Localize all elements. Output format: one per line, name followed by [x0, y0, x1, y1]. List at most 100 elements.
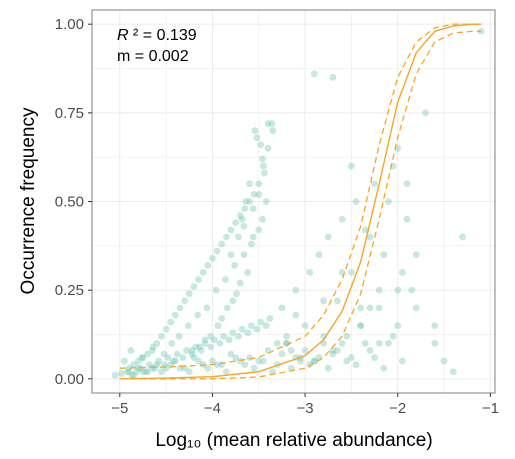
data-point	[431, 322, 439, 330]
data-point	[222, 233, 230, 241]
data-point	[264, 120, 272, 127]
data-point	[158, 332, 165, 340]
data-point	[262, 322, 270, 330]
data-point	[334, 297, 341, 305]
data-point	[234, 233, 242, 241]
data-point	[171, 357, 179, 365]
data-point	[357, 304, 365, 312]
data-point	[357, 322, 365, 330]
data-point	[236, 279, 244, 287]
data-point	[240, 222, 248, 230]
data-point	[148, 364, 156, 372]
data-point	[134, 364, 142, 372]
data-point	[229, 297, 237, 305]
data-point	[371, 354, 378, 361]
data-point	[366, 304, 374, 312]
data-point	[247, 240, 255, 248]
data-point	[257, 318, 265, 326]
data-point	[190, 283, 198, 291]
data-point	[192, 343, 200, 351]
data-point	[185, 368, 193, 376]
data-point	[175, 332, 183, 340]
data-point	[259, 155, 266, 163]
data-point	[262, 198, 270, 205]
data-point	[449, 368, 457, 376]
data-point	[343, 332, 351, 340]
data-point	[123, 368, 131, 376]
data-point	[181, 297, 189, 305]
data-point	[227, 350, 235, 358]
data-point	[334, 347, 341, 354]
data-point	[238, 325, 246, 333]
x-tick-label: −4	[204, 400, 221, 417]
data-point	[190, 354, 198, 361]
x-tick-label: −2	[389, 400, 406, 417]
data-point	[246, 180, 253, 188]
data-point	[227, 251, 235, 259]
data-point	[146, 361, 153, 369]
data-point	[160, 350, 168, 358]
data-point	[231, 261, 239, 269]
data-point	[459, 233, 466, 241]
data-point	[268, 120, 276, 127]
data-point	[310, 70, 318, 78]
data-point	[375, 339, 383, 347]
data-point	[269, 127, 277, 134]
data-point	[246, 354, 253, 361]
data-point	[246, 198, 253, 205]
data-point	[210, 336, 218, 344]
data-point	[155, 357, 163, 365]
data-point	[260, 169, 268, 177]
data-point	[201, 336, 209, 344]
data-point	[249, 205, 257, 212]
data-point	[209, 254, 216, 262]
data-point	[118, 370, 126, 377]
data-point	[253, 134, 261, 142]
data-point	[167, 318, 175, 326]
data-point	[218, 315, 226, 322]
data-point	[173, 350, 181, 358]
data-point	[398, 269, 406, 276]
data-point	[357, 322, 365, 330]
data-point	[394, 322, 402, 330]
fit-line	[119, 23, 482, 380]
data-point	[144, 368, 151, 376]
data-point	[241, 361, 249, 369]
data-point	[133, 368, 140, 376]
data-point	[134, 357, 142, 365]
data-point	[164, 354, 172, 361]
data-point	[352, 361, 360, 369]
data-point	[194, 311, 202, 319]
data-point	[139, 368, 147, 376]
data-point	[375, 286, 383, 294]
data-point	[138, 354, 146, 361]
data-point	[195, 276, 202, 283]
y-tick-label: 0.25	[55, 282, 84, 299]
data-point	[232, 219, 239, 227]
data-point	[179, 354, 187, 361]
data-point	[338, 339, 346, 347]
data-point	[315, 251, 323, 259]
r-symbol: R	[117, 27, 129, 44]
grid-lines	[92, 10, 495, 393]
data-point	[329, 350, 337, 358]
data-point	[259, 357, 267, 365]
data-point	[283, 332, 290, 340]
data-point	[227, 226, 235, 234]
data-point	[440, 357, 448, 365]
data-point	[188, 347, 196, 354]
data-point	[223, 304, 231, 312]
data-point	[251, 127, 259, 134]
data-point	[236, 357, 244, 365]
data-point	[158, 368, 165, 376]
slope-annotation: m = 0.002	[117, 48, 189, 65]
data-point	[431, 339, 439, 347]
data-point	[201, 339, 209, 347]
data-point	[195, 357, 202, 365]
data-point	[257, 141, 265, 149]
data-point	[250, 191, 258, 198]
data-point	[176, 304, 184, 312]
data-point	[301, 322, 309, 330]
data-point	[375, 304, 383, 312]
data-point	[148, 347, 156, 354]
